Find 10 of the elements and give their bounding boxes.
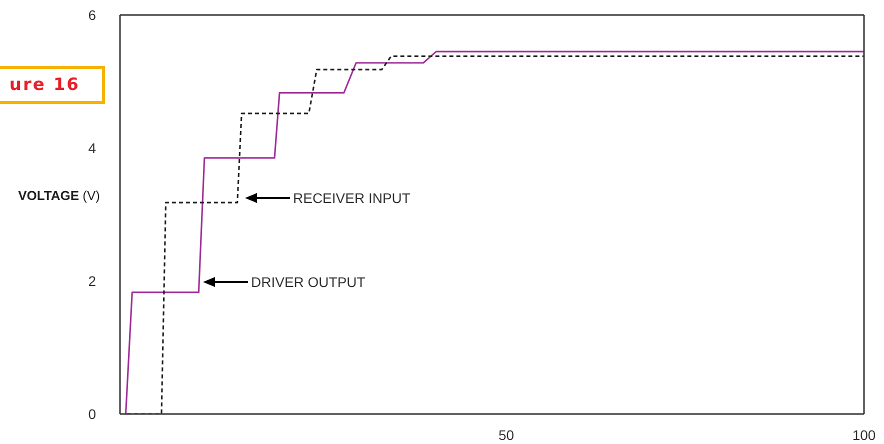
y-tick-label: 4: [88, 140, 96, 156]
annotation: RECEIVER INPUT: [293, 190, 411, 206]
annotation: DRIVER OUTPUT: [251, 274, 366, 290]
x-tick-label: 100: [852, 426, 876, 443]
y-tick-label: 0: [88, 406, 96, 422]
y-tick-label: 6: [88, 6, 96, 23]
y-tick-label: 2: [88, 272, 96, 289]
x-tick-label: 50: [498, 426, 514, 443]
y-axis-title: VOLTAGE (V): [18, 188, 100, 203]
text: ure 16: [0, 66, 105, 104]
